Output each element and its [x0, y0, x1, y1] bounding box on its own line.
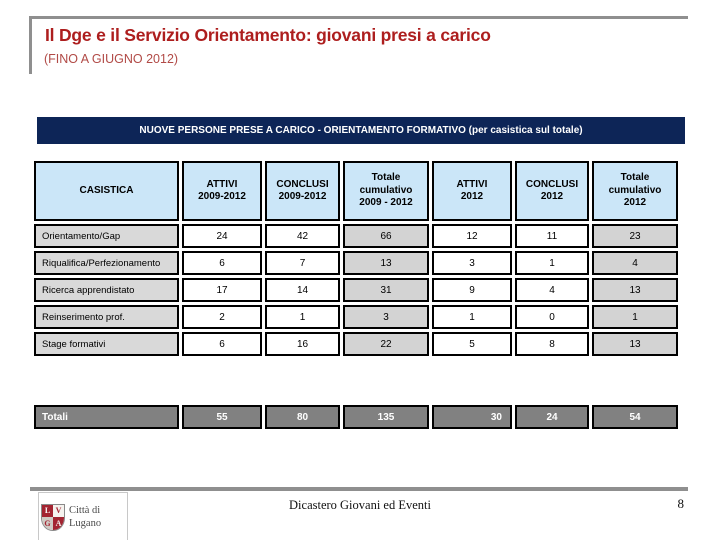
col-header-conclusi-2009-2012: CONCLUSI 2009-2012	[265, 161, 340, 221]
cell-cumulative: 4	[592, 251, 678, 275]
cell-value: 16	[265, 332, 340, 356]
totals-row: Totali 55 80 135 30 24 54	[34, 405, 678, 429]
cell-cumulative: 23	[592, 224, 678, 248]
totals-table: Totali 55 80 135 30 24 54	[31, 402, 681, 432]
cell-value: 6	[182, 251, 262, 275]
col-header-totale-cumulativo-2009-2012: Totale cumulativo 2009 - 2012	[343, 161, 429, 221]
row-label: Ricerca apprendistato	[34, 278, 179, 302]
slide-title: Il Dge e il Servizio Orientamento: giova…	[45, 25, 491, 45]
col-header-totale-cumulativo-2012: Totale cumulativo 2012	[592, 161, 678, 221]
lugano-shield-icon: L V G A	[41, 503, 65, 531]
shield-letter: V	[53, 504, 64, 517]
title-left-rule	[29, 16, 32, 74]
cell-value: 1	[265, 305, 340, 329]
cell-value: 42	[265, 224, 340, 248]
row-label: Riqualifica/Perfezionamento	[34, 251, 179, 275]
cell-value: 8	[515, 332, 589, 356]
totals-value: 30	[432, 405, 512, 429]
table-row: Reinserimento prof. 2 1 3 1 0 1	[34, 305, 678, 329]
shield-letter: G	[42, 517, 53, 530]
cell-cumulative: 31	[343, 278, 429, 302]
table-row: Orientamento/Gap 24 42 66 12 11 23	[34, 224, 678, 248]
row-label: Stage formativi	[34, 332, 179, 356]
table-row: Stage formativi 6 16 22 5 8 13	[34, 332, 678, 356]
cell-value: 11	[515, 224, 589, 248]
cell-value: 9	[432, 278, 512, 302]
cell-value: 17	[182, 278, 262, 302]
cell-value: 6	[182, 332, 262, 356]
logo-text-line2: Lugano	[69, 518, 102, 529]
cell-cumulative: 22	[343, 332, 429, 356]
col-header-attivi-2009-2012: ATTIVI 2009-2012	[182, 161, 262, 221]
title-top-rule	[30, 16, 688, 19]
cell-value: 4	[515, 278, 589, 302]
cell-value: 0	[515, 305, 589, 329]
cell-value: 1	[515, 251, 589, 275]
casistica-table: CASISTICA ATTIVI 2009-2012 CONCLUSI 2009…	[31, 158, 681, 359]
totals-value: 55	[182, 405, 262, 429]
totals-value: 135	[343, 405, 429, 429]
cell-value: 1	[432, 305, 512, 329]
logo-text: Città di Lugano	[69, 504, 101, 530]
banner-text: NUOVE PERSONE PRESE A CARICO - ORIENTAME…	[139, 125, 583, 136]
cell-value: 2	[182, 305, 262, 329]
cell-cumulative: 3	[343, 305, 429, 329]
page-number: 8	[677, 496, 685, 511]
cell-value: 5	[432, 332, 512, 356]
footer-department-text: Dicastero Giovani ed Eventi	[289, 498, 431, 512]
cell-cumulative: 13	[592, 278, 678, 302]
table-row: Ricerca apprendistato 17 14 31 9 4 13	[34, 278, 678, 302]
totals-label: Totali	[34, 405, 179, 429]
slide-subtitle: (FINO A GIUGNO 2012)	[44, 52, 179, 66]
table-row: Riqualifica/Perfezionamento 6 7 13 3 1 4	[34, 251, 678, 275]
logo-text-line1: Città di	[69, 504, 101, 516]
cell-cumulative: 1	[592, 305, 678, 329]
footer-rule	[30, 487, 688, 491]
cell-value: 14	[265, 278, 340, 302]
cell-value: 12	[432, 224, 512, 248]
shield-letter: A	[53, 517, 64, 530]
cell-cumulative: 13	[343, 251, 429, 275]
cell-value: 3	[432, 251, 512, 275]
row-label: Reinserimento prof.	[34, 305, 179, 329]
table-title-banner: NUOVE PERSONE PRESE A CARICO - ORIENTAME…	[37, 117, 685, 144]
col-header-attivi-2012: ATTIVI 2012	[432, 161, 512, 221]
row-label: Orientamento/Gap	[34, 224, 179, 248]
totals-value: 24	[515, 405, 589, 429]
table-header-row: CASISTICA ATTIVI 2009-2012 CONCLUSI 2009…	[34, 161, 678, 221]
cell-value: 7	[265, 251, 340, 275]
totals-value: 54	[592, 405, 678, 429]
cell-value: 24	[182, 224, 262, 248]
lugano-logo: L V G A Città di Lugano	[38, 492, 128, 540]
shield-letter: L	[42, 504, 53, 517]
cell-cumulative: 13	[592, 332, 678, 356]
cell-cumulative: 66	[343, 224, 429, 248]
col-header-casistica: CASISTICA	[34, 161, 179, 221]
totals-value: 80	[265, 405, 340, 429]
col-header-conclusi-2012: CONCLUSI 2012	[515, 161, 589, 221]
